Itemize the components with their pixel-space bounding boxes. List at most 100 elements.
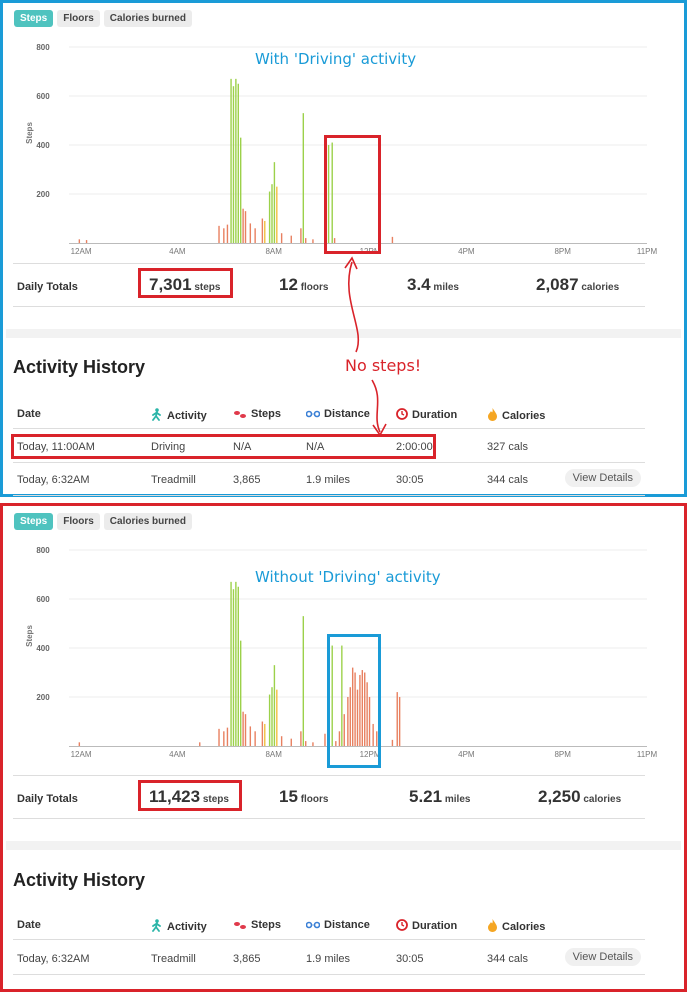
steps-bar (242, 712, 243, 746)
activity-history-title: Activity History (13, 357, 145, 378)
history-row-treadmill[interactable]: Today, 6:32AM Treadmill 3,865 1.9 miles … (13, 942, 645, 975)
steps-bar (238, 84, 239, 243)
steps-bar (240, 641, 241, 746)
steps-bar (230, 582, 231, 746)
steps-bar (242, 209, 243, 243)
total-calories-unit: calories (583, 794, 621, 805)
row-steps: 3,865 (233, 953, 261, 965)
steps-bar (274, 162, 275, 243)
steps-bar (274, 665, 275, 746)
total-floors-value: 15 (279, 787, 298, 806)
total-floors-value: 12 (279, 275, 298, 294)
col-activity: Activity (151, 408, 207, 422)
col-date: Date (17, 408, 41, 420)
y-tick-label: 400 (36, 141, 50, 150)
steps-bar (227, 728, 228, 746)
total-calories-value: 2,087 (536, 275, 579, 294)
added-steps-highlight-box (327, 634, 381, 768)
col-steps: Steps (233, 919, 281, 931)
steps-bar (392, 740, 393, 746)
tab-steps[interactable]: Steps (14, 10, 53, 27)
tab-calories-burned[interactable]: Calories burned (104, 10, 192, 27)
distance-pin-icon (306, 920, 320, 930)
col-calories: Calories (487, 919, 545, 933)
tab-steps[interactable]: Steps (14, 513, 53, 530)
col-calories-label: Calories (502, 921, 545, 933)
col-duration-label: Duration (412, 409, 457, 421)
view-details-button[interactable]: View Details (565, 469, 641, 487)
steps-bar (291, 236, 292, 243)
no-steps-callout: No steps! (345, 356, 421, 375)
steps-bar (199, 742, 200, 746)
steps-bar (305, 741, 306, 746)
history-row-treadmill[interactable]: Today, 6:32AM Treadmill 3,865 1.9 miles … (13, 463, 645, 496)
daily-totals-label: Daily Totals (17, 793, 78, 805)
view-details-button[interactable]: View Details (565, 948, 641, 966)
total-floors: 15 floors (279, 787, 328, 807)
col-steps: Steps (233, 408, 281, 420)
x-tick-label: 4PM (458, 750, 475, 759)
steps-bar (227, 225, 228, 243)
daily-totals: Daily Totals 11,423 steps 15 floors 5.21… (13, 775, 645, 819)
total-miles-value: 5.21 (409, 787, 442, 806)
steps-bar (269, 695, 270, 746)
row-steps: 3,865 (233, 474, 261, 486)
steps-bar (254, 731, 255, 746)
x-tick-label: 4PM (458, 247, 475, 256)
x-tick-label: 12AM (71, 247, 92, 256)
total-floors-unit: floors (301, 282, 329, 293)
walking-person-icon (151, 408, 163, 421)
y-tick-label: 600 (36, 92, 50, 101)
tab-calories-burned[interactable]: Calories burned (104, 513, 192, 530)
walking-person-icon (151, 919, 163, 932)
steps-bar (218, 729, 219, 746)
row-calories: 327 cals (487, 441, 528, 453)
steps-bar (324, 734, 325, 746)
col-activity-label: Activity (167, 921, 207, 933)
y-tick-label: 800 (36, 546, 50, 555)
steps-bar (254, 228, 255, 243)
steps-bar (79, 239, 80, 243)
x-tick-label: 8PM (554, 247, 571, 256)
steps-bar (392, 237, 393, 243)
steps-bar (230, 79, 231, 243)
col-distance-label: Distance (324, 919, 370, 931)
steps-bar (240, 138, 241, 243)
row-date: Today, 6:32AM (17, 953, 90, 965)
tab-floors[interactable]: Floors (57, 513, 100, 530)
steps-bar (264, 221, 265, 243)
col-activity-label: Activity (167, 410, 207, 422)
y-tick-label: 200 (36, 693, 50, 702)
steps-bar (245, 714, 246, 746)
clock-icon (396, 408, 408, 420)
steps-bar (312, 742, 313, 746)
daily-totals-label: Daily Totals (17, 281, 78, 293)
steps-bar (399, 697, 400, 746)
total-miles-unit: miles (433, 282, 459, 293)
total-miles: 5.21 miles (409, 787, 470, 807)
row-calories: 344 cals (487, 474, 528, 486)
steps-bar (281, 736, 282, 746)
tab-floors[interactable]: Floors (57, 10, 100, 27)
total-calories-value: 2,250 (538, 787, 581, 806)
activity-history-title: Activity History (13, 870, 145, 891)
y-tick-label: 600 (36, 595, 50, 604)
no-steps-highlight-box (324, 135, 381, 254)
steps-bar (218, 226, 219, 243)
row-duration: 30:05 (396, 474, 424, 486)
col-duration: Duration (396, 408, 457, 421)
steps-bar (397, 692, 398, 746)
steps-bar (235, 79, 236, 243)
steps-bar (238, 587, 239, 746)
x-tick-label: 8PM (554, 750, 571, 759)
row-date: Today, 6:32AM (17, 474, 90, 486)
col-activity: Activity (151, 919, 207, 933)
x-tick-label: 4AM (169, 750, 186, 759)
row-activity: Treadmill (151, 953, 196, 965)
total-floors: 12 floors (279, 275, 328, 295)
col-calories: Calories (487, 408, 545, 422)
row-distance: 1.9 miles (306, 474, 350, 486)
row-activity: Treadmill (151, 474, 196, 486)
steps-bar (233, 589, 234, 746)
steps-bar (271, 687, 272, 746)
